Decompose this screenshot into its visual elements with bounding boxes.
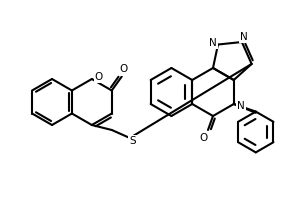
Text: S: S <box>130 136 136 146</box>
Text: N: N <box>240 32 248 42</box>
Text: O: O <box>200 133 208 143</box>
Text: O: O <box>95 72 103 82</box>
Text: N: N <box>237 101 245 111</box>
Text: O: O <box>120 64 128 74</box>
Text: N: N <box>209 38 217 48</box>
